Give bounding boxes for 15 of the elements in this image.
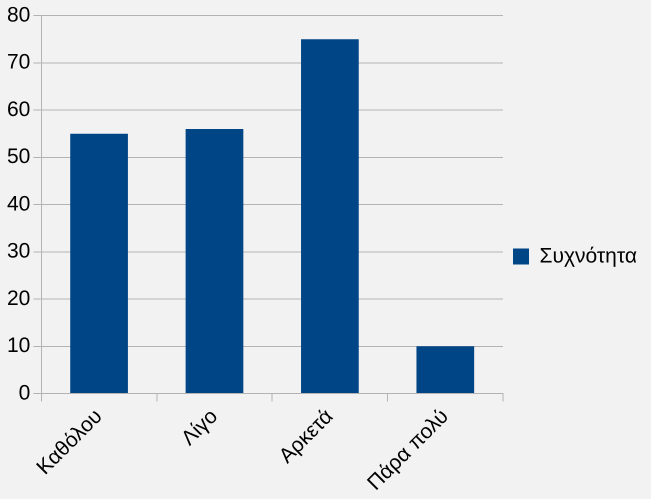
y-tick-label: 70 <box>7 50 30 74</box>
y-tick-label: 20 <box>7 286 30 310</box>
y-tick-label: 80 <box>7 3 30 26</box>
bar <box>186 128 244 394</box>
bar <box>416 346 474 394</box>
y-tick-label: 40 <box>7 192 30 216</box>
y-tick-label: 50 <box>7 145 30 168</box>
legend-label: Συχνότητα <box>540 244 637 268</box>
bar <box>301 39 359 394</box>
y-tick-label: 0 <box>18 381 30 404</box>
y-tick-label: 60 <box>7 98 30 121</box>
bar <box>70 134 128 394</box>
x-tick-label: Λίγο <box>176 404 222 450</box>
y-tick-label: 10 <box>7 334 30 358</box>
y-tick-label: 30 <box>7 240 30 263</box>
